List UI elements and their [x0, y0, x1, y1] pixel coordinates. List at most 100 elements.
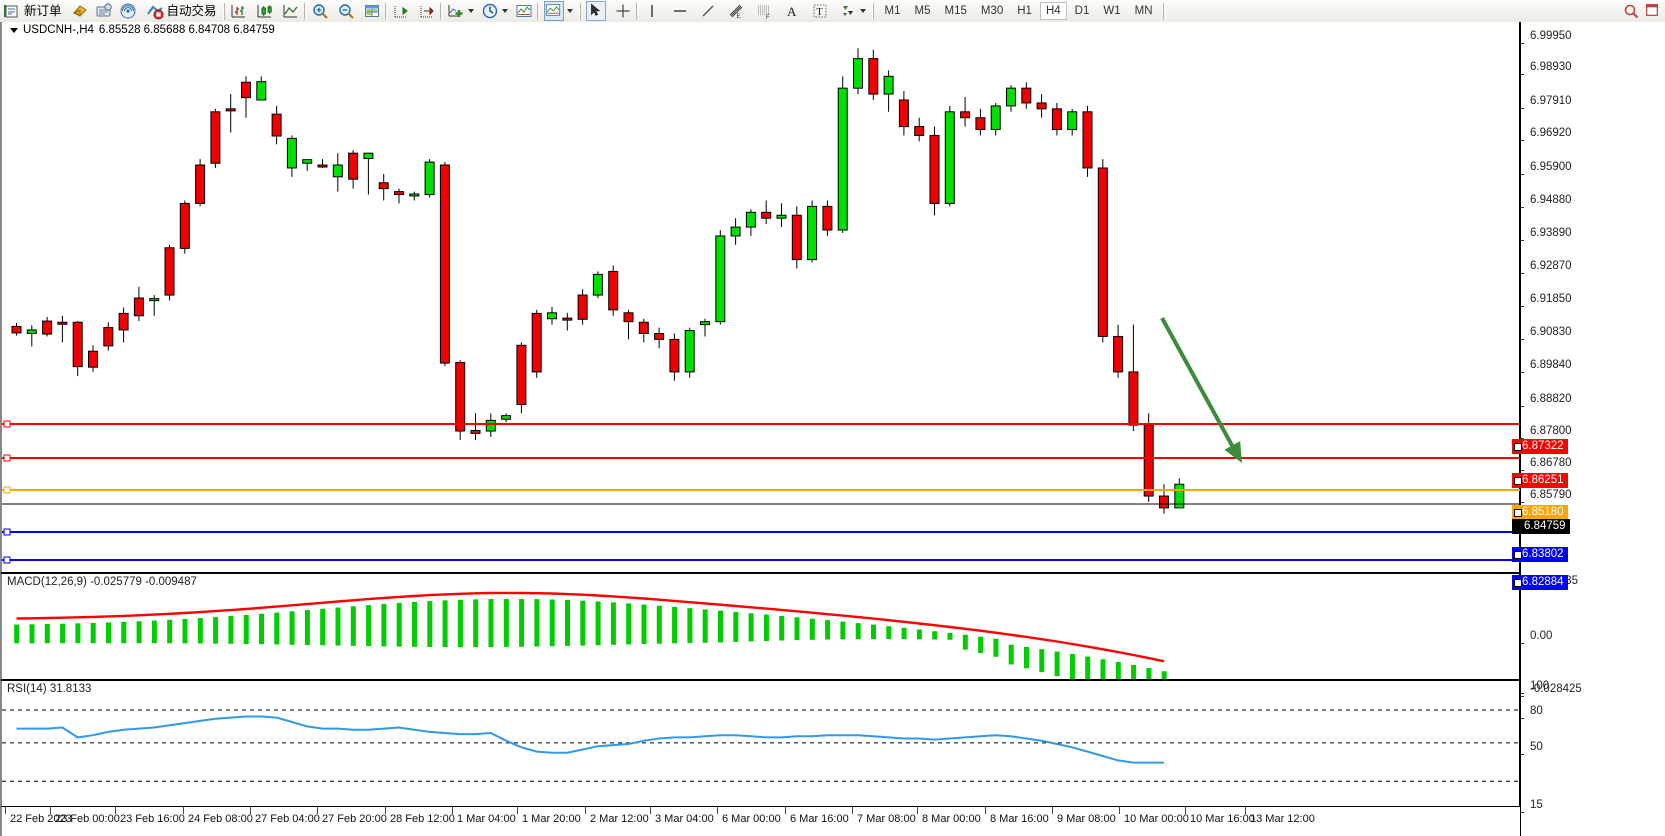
shift-icon[interactable]	[392, 2, 410, 20]
macd-pane[interactable]: MACD(12,26,9) -0.025779 -0.009487	[0, 573, 1520, 680]
zoom-out-icon[interactable]	[337, 2, 355, 20]
time-label: 9 Mar 08:00	[1057, 813, 1116, 825]
trendline-icon[interactable]	[699, 2, 717, 20]
price-line-label-last-price[interactable]: 6.84759	[1512, 519, 1570, 534]
timeframe-mn[interactable]: MN	[1134, 5, 1153, 17]
price-line-label-resistance-1[interactable]: 6.87322	[1512, 439, 1568, 454]
cursor-icon[interactable]	[585, 1, 606, 21]
macd-bar	[641, 604, 647, 645]
time-label: 1 Mar 04:00	[457, 813, 516, 825]
candle	[577, 294, 588, 320]
candle	[700, 321, 710, 326]
macd-signal-line	[16, 591, 1165, 663]
timeframe-m1[interactable]: M1	[884, 5, 901, 17]
price-line-handle[interactable]	[1514, 477, 1522, 485]
symbol-caret-icon[interactable]	[10, 27, 18, 33]
macd-bar	[213, 617, 219, 644]
line-chart-icon[interactable]	[282, 2, 300, 20]
price-line-label-target-2[interactable]: 6.82884	[1512, 575, 1568, 590]
candle	[623, 312, 634, 323]
auto-scroll-icon[interactable]	[418, 2, 436, 20]
crosshair-icon[interactable]	[614, 2, 632, 20]
expert-advisor-icon[interactable]	[71, 2, 89, 20]
period-dropdown-caret[interactable]	[501, 9, 508, 13]
timeframe-w1[interactable]: W1	[1103, 5, 1121, 17]
time-separator	[852, 807, 853, 814]
horizontal-line-icon[interactable]	[671, 2, 689, 20]
autotrade-button[interactable]: 自动交易	[143, 1, 220, 21]
price-line-handle[interactable]	[1514, 579, 1522, 587]
rsi-pane[interactable]: RSI(14) 31.8133	[0, 680, 1520, 807]
timeframe-m30[interactable]: M30	[980, 5, 1004, 17]
macd-bar	[44, 624, 50, 644]
fibonacci-icon[interactable]: F	[755, 2, 773, 21]
candle	[531, 312, 542, 373]
macd-bar	[1115, 662, 1121, 679]
price-line-label-entry[interactable]: 6.85180	[1512, 505, 1568, 520]
svg-text:A: A	[787, 4, 797, 19]
new-order-button[interactable]: 新订单	[0, 1, 65, 21]
candle	[761, 211, 772, 219]
timeframe-h1[interactable]: H1	[1017, 5, 1032, 17]
macd-bar	[932, 631, 938, 640]
price-line-handle[interactable]	[1514, 551, 1522, 559]
crosshair-template-icon[interactable]	[543, 1, 564, 21]
zoom-in-icon[interactable]	[311, 2, 329, 20]
toolbar-sep-1	[303, 2, 307, 20]
price-line-label-target-1[interactable]: 6.83802	[1512, 547, 1568, 562]
macd-bar	[580, 600, 586, 646]
grid-icon[interactable]	[363, 2, 381, 20]
candle	[363, 152, 374, 160]
price-scale[interactable]: 6.99950 6.98930 6.97910 6.96920 6.95900 6.948…	[1512, 22, 1665, 836]
equidistant-channel-icon[interactable]: E	[727, 2, 745, 20]
shapes-dropdown-caret[interactable]	[859, 9, 866, 13]
indicators-icon[interactable]	[447, 2, 465, 20]
timeframe-m5[interactable]: M5	[914, 5, 931, 17]
candlestick-chart-icon[interactable]	[256, 2, 274, 20]
timeframe-h4[interactable]: H4	[1039, 2, 1067, 20]
candle	[562, 317, 573, 321]
svg-text:E: E	[736, 14, 740, 20]
macd-bar	[121, 621, 127, 644]
data-window-icon[interactable]	[95, 2, 113, 20]
time-separator	[517, 807, 518, 814]
signals-icon[interactable]	[119, 2, 137, 20]
maximize-icon[interactable]	[1644, 2, 1662, 20]
templates-icon[interactable]	[515, 2, 533, 20]
macd-bar	[993, 638, 999, 657]
indicators-dropdown-caret[interactable]	[467, 9, 474, 13]
toolbar-grip-2	[578, 2, 583, 20]
bar-chart-icon[interactable]	[230, 2, 248, 20]
candle	[1067, 111, 1078, 131]
autotrade-icon	[146, 2, 164, 20]
period-icon[interactable]	[481, 2, 499, 20]
time-separator	[1245, 807, 1246, 814]
time-separator	[1119, 807, 1120, 814]
text-icon[interactable]: A	[783, 2, 801, 20]
shapes-icon[interactable]	[839, 2, 857, 20]
timeframe-m15[interactable]: M15	[944, 5, 967, 17]
price-pane[interactable]: USDCNH-,H4 6.85528 6.85688 6.84708 6.847…	[0, 22, 1520, 573]
text-label-icon[interactable]: T	[811, 2, 829, 20]
main-toolbar: 新订单	[0, 0, 1665, 23]
vertical-line-icon[interactable]	[643, 2, 661, 20]
rsi-line	[16, 715, 1164, 764]
macd-bar	[75, 623, 81, 644]
macd-bar	[626, 603, 632, 645]
timeframe-d1[interactable]: D1	[1074, 5, 1090, 17]
candle	[439, 164, 450, 364]
price-line-label-resistance-2[interactable]: 6.86251	[1512, 473, 1568, 488]
macd-bar	[259, 613, 264, 645]
macd-bar	[412, 601, 417, 647]
price-line-handle[interactable]	[1514, 509, 1522, 517]
search-icon[interactable]	[1622, 2, 1640, 20]
template-dropdown-caret[interactable]	[566, 9, 573, 13]
price-line-handle[interactable]	[1514, 443, 1522, 451]
rsi-tick: 50	[1520, 741, 1543, 760]
candle	[868, 58, 879, 95]
price-tick: 6.86780	[1520, 457, 1572, 476]
chart-area[interactable]: USDCNH-,H4 6.85528 6.85688 6.84708 6.847…	[0, 22, 1665, 836]
macd-bar	[840, 621, 846, 640]
time-separator	[183, 807, 184, 814]
